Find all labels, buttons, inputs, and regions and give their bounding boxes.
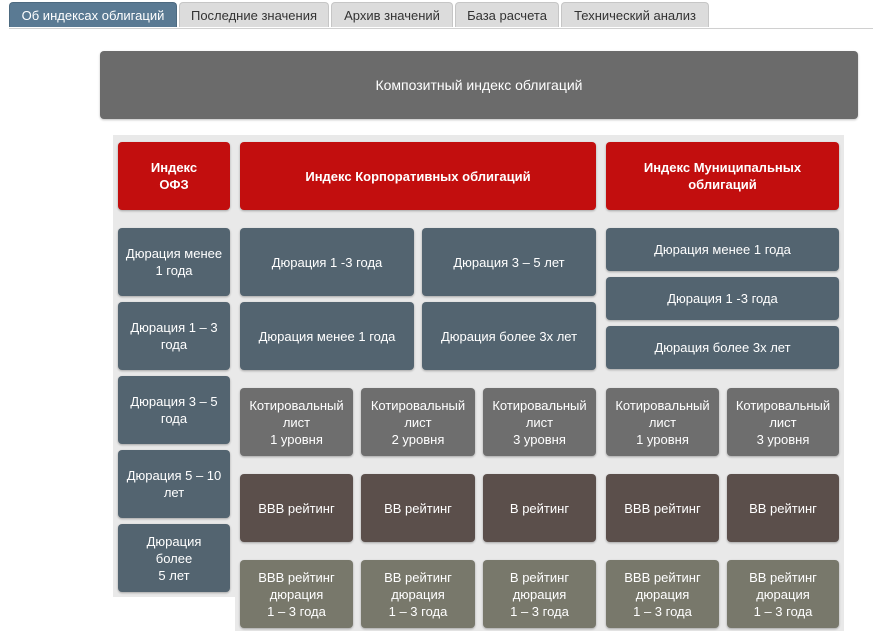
ofz-duration-box: Дюрация более 5 лет bbox=[118, 524, 230, 592]
ofz-duration-box: Дюрация 1 – 3 года bbox=[118, 302, 230, 370]
corporate-panel bbox=[235, 135, 600, 631]
municipal-panel bbox=[600, 135, 844, 631]
corporate-rating-duration-box: BB рейтинг дюрация 1 – 3 года bbox=[361, 560, 475, 628]
corporate-rating-duration-box: BBB рейтинг дюрация 1 – 3 года bbox=[240, 560, 353, 628]
corporate-duration-box: Дюрация 3 – 5 лет bbox=[422, 228, 596, 296]
municipal-rating-duration-box: BB рейтинг дюрация 1 – 3 года bbox=[727, 560, 839, 628]
corporate-listing-level-box: Котировальный лист 1 уровня bbox=[240, 388, 353, 456]
corporate-rating-box: BB рейтинг bbox=[361, 474, 475, 542]
corporate-rating-box: B рейтинг bbox=[483, 474, 596, 542]
municipal-listing-level-box: Котировальный лист 1 уровня bbox=[606, 388, 719, 456]
tab-bar: Об индексах облигаций Последние значения… bbox=[9, 2, 873, 29]
ofz-duration-box: Дюрация 5 – 10 лет bbox=[118, 450, 230, 518]
corporate-rating-box: BBB рейтинг bbox=[240, 474, 353, 542]
municipal-rating-duration-box: BBB рейтинг дюрация 1 – 3 года bbox=[606, 560, 719, 628]
corporate-duration-box: Дюрация более 3х лет bbox=[422, 302, 596, 370]
corporate-duration-box: Дюрация менее 1 года bbox=[240, 302, 414, 370]
corporate-rating-duration-box: B рейтинг дюрация 1 – 3 года bbox=[483, 560, 596, 628]
corporate-listing-level-box: Котировальный лист 3 уровня bbox=[483, 388, 596, 456]
composite-index-box: Композитный индекс облигаций bbox=[100, 51, 858, 119]
ofz-index-header: Индекс ОФЗ bbox=[118, 142, 230, 210]
ofz-duration-box: Дюрация менее 1 года bbox=[118, 228, 230, 296]
ofz-duration-box: Дюрация 3 – 5 года bbox=[118, 376, 230, 444]
municipal-duration-box: Дюрация более 3х лет bbox=[606, 326, 839, 369]
municipal-duration-box: Дюрация 1 -3 года bbox=[606, 277, 839, 320]
municipal-rating-box: BB рейтинг bbox=[727, 474, 839, 542]
tab-latest-values[interactable]: Последние значения bbox=[179, 2, 329, 27]
composite-index-label: Композитный индекс облигаций bbox=[375, 77, 583, 93]
municipal-listing-level-box: Котировальный лист 3 уровня bbox=[727, 388, 839, 456]
tab-about-indices[interactable]: Об индексах облигаций bbox=[9, 2, 177, 27]
tab-technical-analysis[interactable]: Технический анализ bbox=[561, 2, 709, 27]
corporate-listing-level-box: Котировальный лист 2 уровня bbox=[361, 388, 475, 456]
corporate-duration-box: Дюрация 1 -3 года bbox=[240, 228, 414, 296]
corporate-index-header: Индекс Корпоративных облигаций bbox=[240, 142, 596, 210]
tab-calculation-base[interactable]: База расчета bbox=[455, 2, 559, 27]
municipal-rating-box: BBB рейтинг bbox=[606, 474, 719, 542]
tab-values-archive[interactable]: Архив значений bbox=[331, 2, 453, 27]
municipal-duration-box: Дюрация менее 1 года bbox=[606, 228, 839, 271]
municipal-index-header: Индекс Муниципальных облигаций bbox=[606, 142, 839, 210]
